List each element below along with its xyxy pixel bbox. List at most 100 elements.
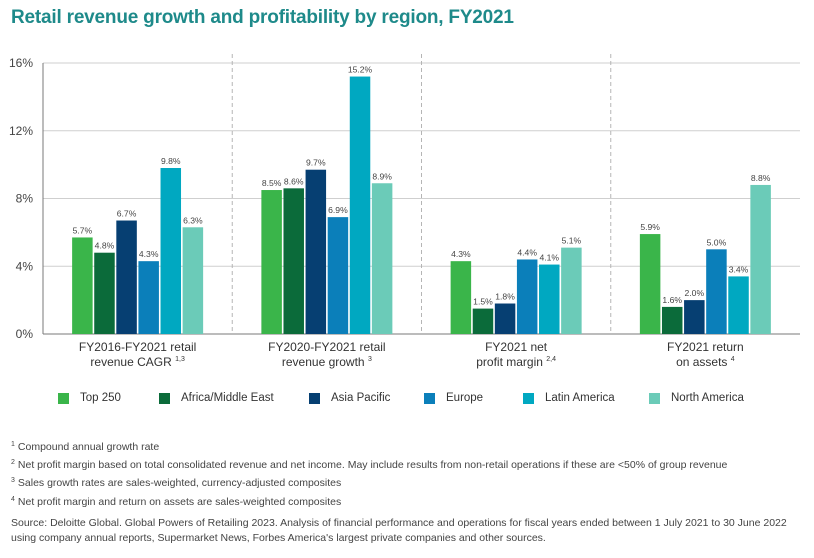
data-label: 5.9% bbox=[640, 222, 660, 232]
category-footnote-mark: 3 bbox=[368, 356, 372, 363]
category-footnote-mark: 1,3 bbox=[175, 356, 185, 363]
category-label-text: profit margin bbox=[476, 355, 546, 369]
bar-africa-middle-east bbox=[94, 252, 115, 334]
category-label-text: revenue CAGR bbox=[90, 355, 175, 369]
footnote-text: Compound annual growth rate bbox=[17, 441, 160, 453]
legend-item-north-america: North America bbox=[649, 388, 744, 408]
legend-label: Top 250 bbox=[80, 392, 121, 404]
category-label: FY2021 net bbox=[485, 340, 548, 354]
footnote-1: 1 Compound annual growth rate bbox=[11, 436, 806, 454]
y-tick-label: 12% bbox=[9, 124, 33, 138]
bar-north-america bbox=[750, 184, 771, 334]
y-tick-label: 16% bbox=[9, 56, 33, 70]
footnote-4: 4 Net profit margin and return on assets … bbox=[11, 491, 806, 509]
category-label-text: on assets bbox=[676, 355, 731, 369]
footnote-mark: 1 bbox=[11, 441, 15, 448]
bar-north-america bbox=[561, 247, 582, 334]
data-label: 5.7% bbox=[73, 225, 93, 235]
footnote-3: 3 Sales growth rates are sales-weighted, … bbox=[11, 472, 806, 490]
bar-africa-middle-east bbox=[283, 188, 304, 334]
bar-africa-middle-east bbox=[661, 306, 683, 334]
legend-swatch-north-america bbox=[649, 392, 660, 404]
y-tick-label: 0% bbox=[16, 327, 34, 341]
legend-swatch-asia-pacific bbox=[309, 392, 320, 404]
category-footnote-mark: 4 bbox=[731, 356, 735, 363]
data-label: 8.5% bbox=[262, 178, 282, 188]
category-label: on assets 4 bbox=[676, 355, 735, 369]
category-label: FY2016-FY2021 retail bbox=[79, 340, 196, 354]
footnote-text: Sales growth rates are sales-weighted, c… bbox=[17, 477, 342, 490]
legend-item-latin-america: Latin America bbox=[523, 388, 615, 408]
legend-label: Europe bbox=[446, 392, 484, 404]
data-label: 4.8% bbox=[95, 241, 115, 251]
bar-north-america bbox=[371, 183, 393, 334]
footnotes: 1 Compound annual growth rate 2 Net profit… bbox=[11, 436, 806, 509]
bar-asia-pacific bbox=[116, 220, 137, 334]
category-label: FY2021 return bbox=[667, 340, 744, 354]
category-label: revenue growth 3 bbox=[282, 355, 372, 369]
footnote-mark: 2 bbox=[11, 459, 15, 467]
bar-latin-america bbox=[349, 76, 371, 335]
bar-chart: 0% 4% 8% 12% 16% 5.7%4.8% 6.7% 4.3% 9.8% 6.3% FY20… bbox=[9, 54, 800, 369]
legend-label: Asia Pacific bbox=[331, 392, 391, 404]
chart-legend: Top 250 Africa/Middle East Asia Pacific … bbox=[0, 388, 814, 408]
data-label: 3.4% bbox=[729, 264, 749, 274]
data-label: 8.8% bbox=[751, 173, 771, 183]
data-label: 6.3% bbox=[183, 215, 203, 225]
footnote-text: Net profit margin and return on assets a… bbox=[17, 495, 342, 508]
category-footnote-mark: 2,4 bbox=[546, 356, 556, 363]
bar-europe bbox=[138, 261, 159, 334]
footnote-mark: 4 bbox=[11, 495, 15, 503]
data-label: 4.3% bbox=[139, 249, 159, 259]
data-label: 1.6% bbox=[662, 295, 682, 305]
legend-swatch-top-250 bbox=[58, 392, 69, 404]
category-label: FY2020-FY2021 retail bbox=[268, 340, 385, 354]
category-label-text: revenue growth bbox=[282, 355, 368, 369]
legend-label: Latin America bbox=[545, 392, 615, 404]
bar-europe bbox=[706, 249, 727, 334]
legend-item-africa-middle-east: Africa/Middle East bbox=[159, 388, 274, 408]
data-label: 9.8% bbox=[161, 156, 181, 166]
footnote-mark: 3 bbox=[11, 477, 15, 485]
footnote-2: 2 Net profit margin based on total consol… bbox=[11, 454, 806, 472]
data-label: 6.9% bbox=[328, 205, 348, 215]
bar-europe bbox=[516, 259, 538, 334]
data-label: 15.2% bbox=[348, 65, 373, 75]
bar-asia-pacific bbox=[494, 303, 516, 334]
chart-title: Retail revenue growth and profitability … bbox=[11, 7, 514, 28]
data-label: 5.1% bbox=[562, 236, 582, 246]
data-label: 6.7% bbox=[117, 209, 137, 219]
bar-europe bbox=[327, 217, 349, 334]
data-label: 4.1% bbox=[539, 253, 559, 263]
legend-swatch-africa-middle-east bbox=[159, 392, 170, 404]
source-note: Source: Deloitte Global. Global Powers o… bbox=[11, 517, 787, 544]
legend-label: Africa/Middle East bbox=[181, 392, 274, 404]
legend-swatch-latin-america bbox=[523, 392, 534, 404]
footnote-text: Net profit margin based on total consoli… bbox=[17, 459, 728, 472]
data-label: 9.7% bbox=[306, 158, 326, 168]
data-label: 2.0% bbox=[685, 288, 705, 298]
data-label: 1.8% bbox=[495, 292, 515, 302]
bar-africa-middle-east bbox=[472, 308, 494, 334]
data-label: 8.9% bbox=[372, 171, 392, 181]
y-tick-label: 8% bbox=[16, 192, 34, 206]
legend-label: North America bbox=[671, 392, 744, 404]
data-label: 5.0% bbox=[707, 237, 727, 247]
legend-item-europe: Europe bbox=[424, 388, 483, 408]
legend-item-top-250: Top 250 bbox=[58, 388, 121, 408]
bar-top-250 bbox=[639, 234, 661, 334]
data-label: 8.6% bbox=[284, 176, 304, 186]
bar-latin-america bbox=[160, 168, 182, 334]
bar-asia-pacific bbox=[684, 300, 705, 334]
bar-latin-america bbox=[539, 264, 560, 334]
bar-latin-america bbox=[728, 276, 749, 334]
category-label: profit margin 2,4 bbox=[476, 355, 556, 369]
category-label: revenue CAGR 1,3 bbox=[90, 355, 185, 369]
bar-north-america bbox=[182, 227, 204, 334]
bar-asia-pacific bbox=[305, 169, 327, 334]
data-label: 4.3% bbox=[451, 249, 471, 259]
data-label: 4.4% bbox=[517, 247, 537, 257]
bar-top-250 bbox=[72, 237, 93, 334]
legend-item-asia-pacific: Asia Pacific bbox=[309, 388, 390, 408]
data-label: 1.5% bbox=[473, 297, 493, 307]
